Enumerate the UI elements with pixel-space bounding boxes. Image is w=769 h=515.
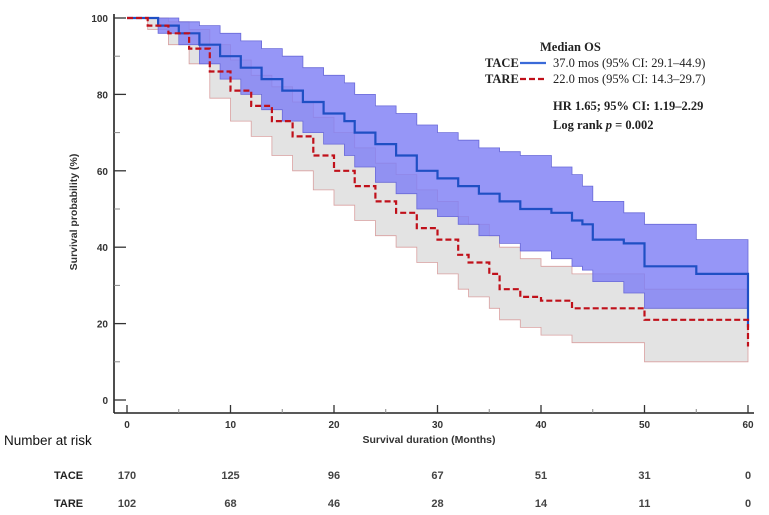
risk-value: 67 [431, 470, 444, 482]
y-tick-label: 0 [102, 396, 108, 407]
x-axis-label: Survival duration (Months) [362, 434, 495, 446]
x-tick-label: 10 [225, 420, 237, 431]
hazard-ratio-text: HR 1.65; 95% CI: 1.19–2.29 [553, 99, 703, 113]
y-tick-label: 40 [97, 243, 109, 254]
risk-row-label: TACE [54, 470, 84, 482]
tace-survival-curve [127, 16, 750, 328]
risk-value: 0 [744, 470, 752, 482]
risk-value: 28 [431, 498, 444, 510]
x-tick-label: 30 [432, 420, 444, 431]
legend: Median OS TACE 37.0 mos (95% CI: 29.1–44… [485, 40, 705, 132]
risk-table-title: Number at risk [4, 433, 92, 448]
risk-value: 51 [534, 470, 548, 482]
x-tick-label: 40 [535, 420, 547, 431]
y-tick-label: 60 [97, 167, 109, 178]
x-tick-label: 0 [124, 420, 130, 431]
risk-value: 170 [117, 470, 137, 482]
tare-survival-curve [127, 16, 750, 347]
legend-tare-text: 22.0 mos (95% CI: 14.3–29.7) [553, 72, 705, 86]
risk-value: 125 [221, 470, 240, 482]
survival-curves [127, 16, 750, 347]
risk-value: 102 [117, 498, 137, 510]
risk-row-label: TARE [54, 498, 84, 510]
logrank-text: Log rank p = 0.002 [553, 118, 654, 132]
risk-value: 31 [638, 470, 651, 482]
risk-value: 11 [638, 498, 651, 510]
legend-tace-label: TACE [485, 56, 519, 70]
axes: 0 20 40 60 80 100 0 10 20 30 40 50 60 [91, 14, 754, 431]
y-tick-label: 20 [97, 320, 109, 331]
risk-value: 14 [534, 498, 548, 510]
legend-header: Median OS [540, 40, 601, 54]
y-tick-label: 80 [97, 90, 109, 101]
legend-tace-text: 37.0 mos (95% CI: 29.1–44.9) [553, 56, 705, 70]
risk-value: 96 [327, 470, 341, 482]
y-axis-label: Survival probability (%) [68, 154, 80, 271]
risk-value: 46 [327, 498, 341, 510]
x-tick-label: 60 [742, 420, 754, 431]
x-tick-label: 20 [328, 420, 340, 431]
legend-tare-label: TARE [485, 72, 519, 86]
risk-value: 0 [744, 498, 752, 510]
y-tick-label: 100 [91, 14, 108, 25]
risk-value: 68 [224, 498, 237, 510]
x-tick-label: 50 [639, 420, 651, 431]
